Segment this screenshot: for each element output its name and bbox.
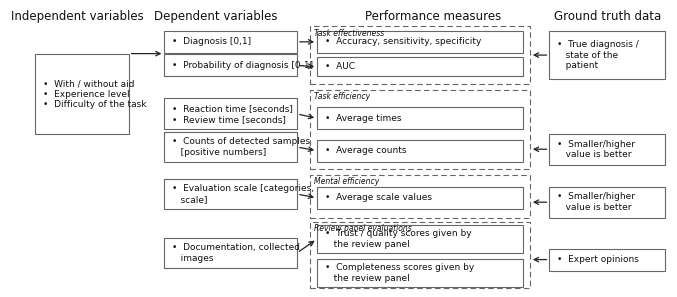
Bar [550,187,665,218]
Text: Task effectiveness: Task effectiveness [314,29,384,38]
Text: •  Completeness scores given by
   the review panel: • Completeness scores given by the revie… [325,263,474,282]
Bar [317,140,523,162]
Bar [35,54,129,134]
Text: Performance measures: Performance measures [365,10,501,23]
Text: •  Trust / quality scores given by
   the review panel: • Trust / quality scores given by the re… [325,229,471,249]
Bar [165,31,297,53]
Text: •  Average scale values: • Average scale values [325,193,432,202]
Text: •  Average counts: • Average counts [325,146,406,155]
Text: •  Reaction time [seconds]
•  Review time [seconds]: • Reaction time [seconds] • Review time … [172,104,293,124]
Text: •  With / without aid
•  Experience level
•  Difficulty of the task: • With / without aid • Experience level … [43,79,146,109]
Bar [165,238,297,268]
Bar [165,99,297,129]
Bar [310,222,530,288]
Text: •  Counts of detected samples
   [positive numbers]: • Counts of detected samples [positive n… [172,137,310,157]
Text: •  Probability of diagnosis [0-1]: • Probability of diagnosis [0-1] [172,61,313,70]
Text: •  Smaller/higher
   value is better: • Smaller/higher value is better [557,140,635,159]
Text: Dependent variables: Dependent variables [154,10,278,23]
Bar [550,249,665,271]
Bar [310,175,530,218]
Bar [165,179,297,209]
Bar [317,107,523,129]
Text: •  Diagnosis [0,1]: • Diagnosis [0,1] [172,37,251,46]
Text: •  Accuracy, sensitivity, specificity: • Accuracy, sensitivity, specificity [325,37,481,46]
Text: •  Smaller/higher
   value is better: • Smaller/higher value is better [557,192,635,212]
Bar [317,225,523,253]
Text: Independent variables: Independent variables [11,10,144,23]
Bar [317,31,523,53]
Text: •  Evaluation scale [categories,
   scale]: • Evaluation scale [categories, scale] [172,184,314,204]
Bar [165,54,297,76]
Text: Task efficiency: Task efficiency [314,92,370,101]
Bar [165,132,297,162]
Text: •  AUC: • AUC [325,62,355,71]
Text: •  Documentation, collected
   images: • Documentation, collected images [172,243,300,263]
Text: Mental efficiency: Mental efficiency [314,177,379,186]
Text: •  Average times: • Average times [325,114,401,123]
Bar [317,57,523,76]
Bar [317,259,523,287]
Text: Review panel evaluations: Review panel evaluations [314,225,412,233]
Bar [310,90,530,169]
Text: •  Expert opinions: • Expert opinions [557,255,639,264]
Bar [317,187,523,209]
Bar [550,134,665,165]
Text: Ground truth data: Ground truth data [554,10,661,23]
Text: •  True diagnosis /
   state of the
   patient: • True diagnosis / state of the patient [557,40,639,70]
Bar [310,26,530,84]
Bar [550,31,665,79]
